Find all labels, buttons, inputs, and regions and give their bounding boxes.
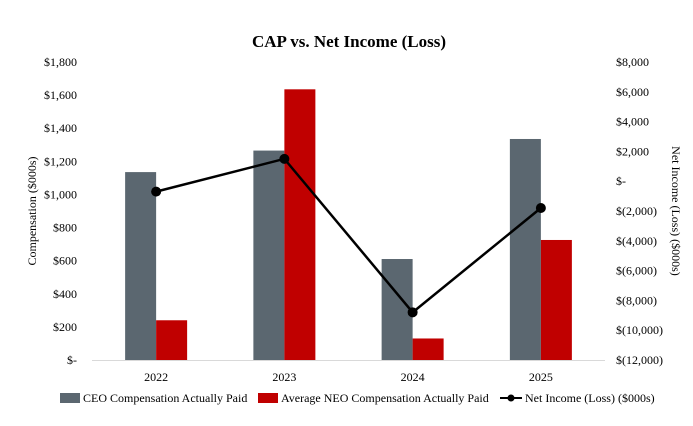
bar-ceo: [381, 259, 413, 360]
y2-tick-label: $(10,000): [616, 323, 663, 337]
x-tick-label: 2025: [529, 370, 553, 384]
y-tick-label: $800: [53, 221, 77, 235]
legend-swatch: [258, 393, 278, 403]
y2-tick-label: $(12,000): [616, 353, 663, 367]
bar-ceo: [125, 172, 157, 360]
bar-ceo: [509, 138, 541, 360]
bar-neo: [156, 320, 188, 360]
legend-label: Net Income (Loss) ($000s): [525, 391, 655, 405]
bar-neo: [284, 89, 316, 361]
y2-tick-label: $(2,000): [616, 204, 657, 218]
y2-tick-label: $-: [616, 174, 626, 188]
y-tick-label: $-: [67, 353, 77, 367]
y-tick-label: $600: [53, 254, 77, 268]
bar-neo: [540, 239, 572, 360]
y2-tick-label: $2,000: [616, 144, 649, 158]
y2-tick-label: $6,000: [616, 85, 649, 99]
y-tick-label: $400: [53, 287, 77, 301]
net-income-line: [155, 157, 542, 315]
bar-ceo: [253, 150, 285, 360]
y-tick-label: $200: [53, 320, 77, 334]
legend-label: CEO Compensation Actually Paid: [83, 391, 247, 405]
chart-title: CAP vs. Net Income (Loss): [252, 32, 446, 51]
x-tick-label: 2023: [272, 370, 296, 384]
y-tick-label: $1,400: [44, 121, 77, 135]
legend-swatch: [60, 393, 80, 403]
y2-tick-label: $(8,000): [616, 293, 657, 307]
y2-tick-label: $8,000: [616, 55, 649, 69]
y2-tick-label: $(4,000): [616, 234, 657, 248]
y2-tick-label: $4,000: [616, 115, 649, 129]
y2-tick-label: $(6,000): [616, 264, 657, 278]
bar-neo: [412, 338, 444, 360]
legend-swatch-marker: [507, 394, 515, 402]
y-tick-label: $1,000: [44, 187, 77, 201]
net-income-point: [279, 153, 290, 164]
x-tick-label: 2022: [144, 370, 168, 384]
legend-label: Average NEO Compensation Actually Paid: [281, 391, 489, 405]
y-tick-label: $1,200: [44, 154, 77, 168]
y-tick-label: $1,800: [44, 55, 77, 69]
net-income-point: [535, 203, 546, 214]
y2-axis-title: Net Income (Loss) ($000s): [669, 146, 683, 276]
net-income-point: [407, 307, 418, 318]
net-income-point: [151, 186, 162, 197]
y-tick-label: $1,600: [44, 88, 77, 102]
x-tick-label: 2024: [401, 370, 425, 384]
y-axis-title: Compensation ($000s): [25, 157, 39, 266]
